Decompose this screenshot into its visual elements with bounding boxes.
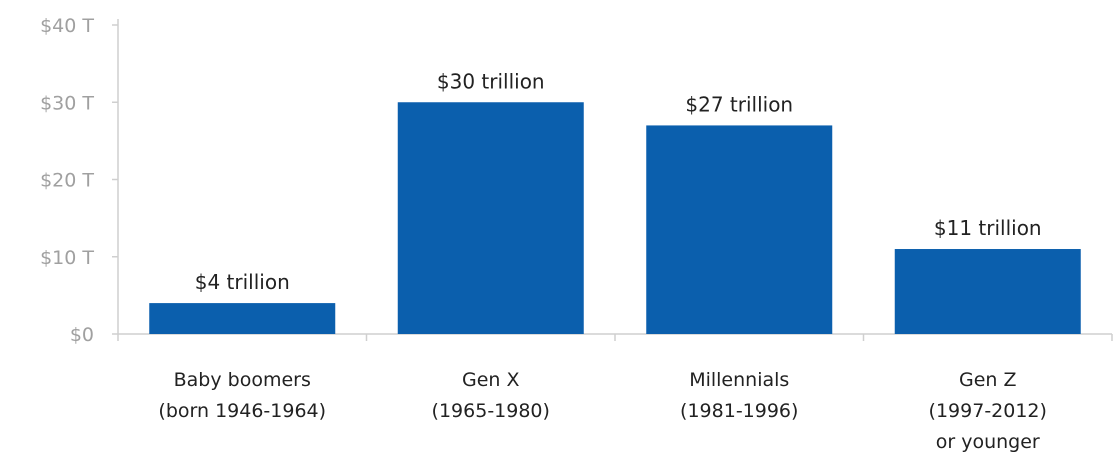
category-label: (born 1946-1964) — [158, 400, 326, 422]
y-tick-label: $30 T — [40, 92, 94, 114]
labels: $4 trillion Baby boomers (born 1946-1964) $… — [158, 69, 1047, 453]
bar — [397, 102, 584, 334]
category-label: (1981-1996) — [680, 400, 798, 422]
data-label: $4 trillion — [195, 270, 290, 294]
y-tick-label: $10 T — [40, 247, 94, 269]
bars — [149, 102, 1081, 334]
category-label: (1965-1980) — [432, 400, 550, 422]
category-label: Millennials — [689, 369, 789, 391]
y-tick-label: $20 T — [40, 170, 94, 192]
bar — [149, 303, 336, 334]
category-label: (1997-2012) — [929, 400, 1047, 422]
data-label: $11 trillion — [934, 216, 1042, 240]
category-label: Baby boomers — [174, 369, 311, 391]
data-label: $30 trillion — [437, 69, 545, 93]
bar — [894, 249, 1081, 334]
y-tick-label: $0 — [70, 324, 94, 346]
category-label: Gen X — [462, 369, 520, 391]
bar — [646, 125, 833, 334]
data-label: $27 trillion — [685, 92, 793, 116]
y-tick-label: $40 T — [40, 15, 94, 37]
category-label: or younger — [936, 431, 1040, 453]
category-label: Gen Z — [959, 369, 1017, 391]
